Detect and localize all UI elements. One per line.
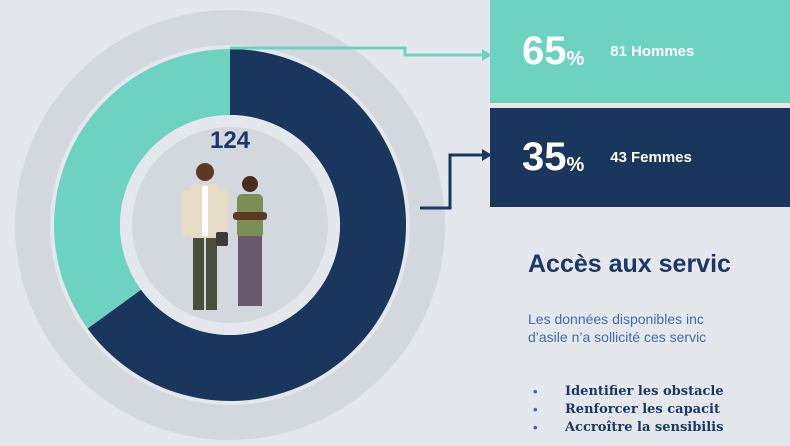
stat-box: 35% 43 Femmes <box>490 108 790 207</box>
total: 124 <box>210 127 251 154</box>
unit: % <box>566 154 585 176</box>
bullet-list: Identifier les obstacle Renforcer les ca… <box>528 383 790 437</box>
bullet: Identifier les obstacle <box>528 383 790 401</box>
connector <box>420 153 482 210</box>
heading: Accès aux servic <box>528 250 731 278</box>
count: 43 <box>610 149 627 166</box>
label: 43 Femmes <box>610 149 692 166</box>
paragraph: Les données disponibles inc d’asile n’a … <box>528 310 790 346</box>
unit: % <box>566 48 585 70</box>
percent: 65 <box>522 29 567 73</box>
paragraph-line: Les données disponibles inc <box>528 311 704 327</box>
paragraph-line: d’asile n’a sollicité ces servic <box>528 329 707 345</box>
category: Hommes <box>630 43 695 60</box>
inner-circle <box>132 127 328 323</box>
connector <box>230 46 482 57</box>
people-illustration <box>182 163 267 310</box>
percent: 35 <box>522 135 567 179</box>
arrow <box>482 149 492 161</box>
donut-segment <box>87 49 406 402</box>
bullet: Accroître la sensibilis <box>528 419 790 437</box>
count: 81 <box>610 43 627 60</box>
donut-segment <box>54 49 231 329</box>
category: Femmes <box>630 149 692 166</box>
label: 81 Hommes <box>610 43 694 60</box>
arrow <box>482 49 492 61</box>
stat-box: 65% 81 Hommes <box>490 0 790 103</box>
bullet: Renforcer les capacit <box>528 401 790 419</box>
